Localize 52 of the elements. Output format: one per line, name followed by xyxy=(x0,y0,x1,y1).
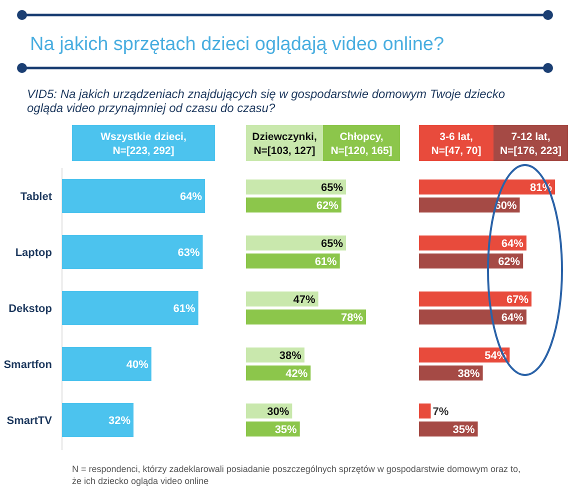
text: 3-6 lat, N=[47, 70] xyxy=(431,131,482,157)
bar xyxy=(246,292,318,306)
y-tick-label: SmartTV xyxy=(6,415,53,427)
data-label: 38% xyxy=(458,368,480,380)
y-tick-label: Smartfon xyxy=(4,359,52,371)
text: Wszystkie dzieci, N=[223, 292] xyxy=(100,131,186,157)
data-label: 35% xyxy=(274,424,298,436)
bar xyxy=(246,310,366,324)
data-label: 67% xyxy=(506,294,529,306)
bar xyxy=(62,291,198,325)
data-label: 35% xyxy=(452,424,475,436)
text: N = respondenci, którzy zadeklarowali posiadanie poszczególnych sprzętów w gospodarstwie domowym oraz to, że ich dziecko ogląda video online xyxy=(72,464,520,486)
bar xyxy=(62,235,203,269)
bar xyxy=(419,310,526,324)
text: Chłopcy, N=[120, 165] xyxy=(330,131,392,157)
data-label: 42% xyxy=(286,368,308,380)
text: VID5: Na jakich urządzeniach znajdujących się w gospodarstwie domowym Twoje dziecko ogląda video przynajmniej od czasu do czasu? xyxy=(27,87,506,115)
data-label: 62% xyxy=(498,256,520,268)
y-tick-label: Dekstop xyxy=(8,303,52,315)
data-label: 64% xyxy=(501,238,524,250)
text: 7-12 lat, N=[176, 223] xyxy=(500,131,562,157)
bar xyxy=(62,403,134,437)
y-tick-label: Tablet xyxy=(20,191,52,203)
data-label: 47% xyxy=(293,294,316,306)
bar xyxy=(419,180,555,194)
chart-title: Na jakich sprzętach dzieci oglądają video online? xyxy=(30,34,444,55)
data-label: 63% xyxy=(178,247,200,259)
data-label: 65% xyxy=(320,238,344,250)
bar xyxy=(246,180,346,194)
data-label: 38% xyxy=(279,350,302,362)
data-label: 65% xyxy=(320,182,344,194)
bar xyxy=(419,236,526,250)
data-label: 32% xyxy=(108,415,131,427)
data-label: 61% xyxy=(173,303,196,315)
bar xyxy=(62,179,205,213)
data-label: 30% xyxy=(267,406,290,418)
bar xyxy=(419,404,431,418)
data-label: 62% xyxy=(316,200,339,212)
bar xyxy=(419,292,532,306)
y-tick-label: Laptop xyxy=(15,247,52,259)
data-label: 64% xyxy=(501,312,524,324)
data-label: 40% xyxy=(126,359,149,371)
bar xyxy=(246,198,342,212)
data-label: 78% xyxy=(340,312,364,324)
text: Dziewczynki, N=[103, 127] xyxy=(252,131,317,157)
data-label: 7% xyxy=(432,406,449,418)
bar xyxy=(246,236,346,250)
data-label: 64% xyxy=(180,191,202,203)
bar xyxy=(62,347,152,381)
bar xyxy=(246,254,340,268)
bar xyxy=(419,254,524,268)
data-label: 61% xyxy=(314,256,338,268)
